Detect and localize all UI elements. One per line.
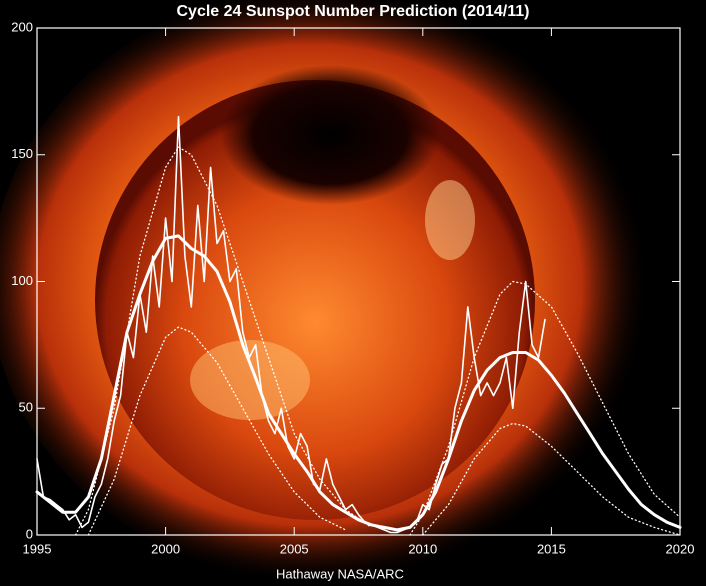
x-tick-label: 2020 xyxy=(666,541,695,556)
coronal-hole xyxy=(220,65,440,205)
series-line xyxy=(409,280,681,536)
x-tick-label: 1995 xyxy=(23,541,52,556)
series-line xyxy=(74,146,373,536)
active-region xyxy=(425,180,475,260)
sun-disc xyxy=(95,80,535,520)
chart-title: Cycle 24 Sunspot Number Prediction (2014… xyxy=(176,3,529,20)
x-tick-label: 2000 xyxy=(151,541,180,556)
y-tick-label: 200 xyxy=(11,19,33,34)
x-tick-label: 2005 xyxy=(280,541,309,556)
series-line xyxy=(87,326,347,536)
credit: Hathaway NASA/ARC xyxy=(276,566,404,581)
series-line xyxy=(36,115,546,534)
active-region xyxy=(190,340,310,420)
y-tick-label: 50 xyxy=(19,400,33,415)
series-line xyxy=(422,422,681,536)
y-tick-label: 0 xyxy=(26,526,33,541)
y-tick-label: 100 xyxy=(11,273,33,288)
y-tick-label: 150 xyxy=(11,146,33,161)
x-tick-label: 2010 xyxy=(408,541,437,556)
x-tick-label: 2015 xyxy=(537,541,566,556)
